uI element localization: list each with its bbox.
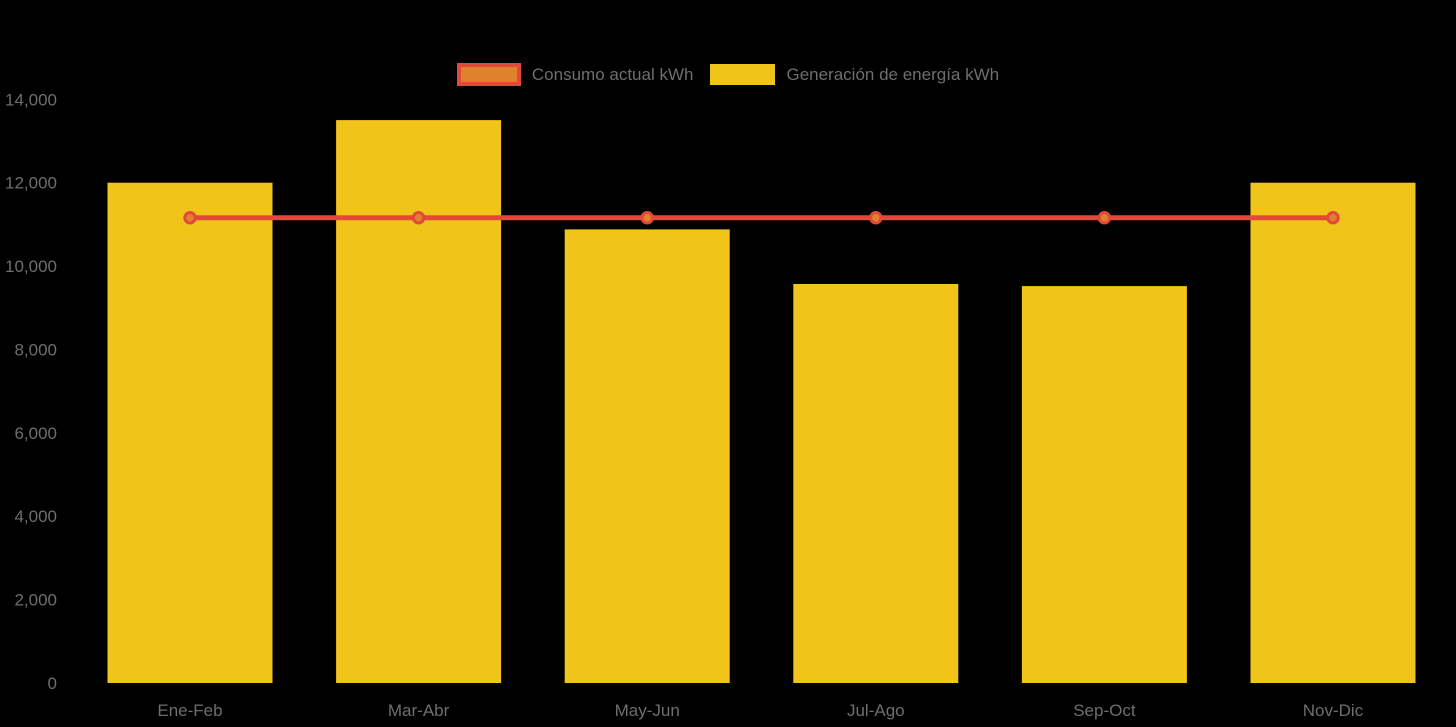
- x-axis-label-jul-ago: Jul-Ago: [847, 701, 905, 720]
- bar-sep-oct[interactable]: [1021, 286, 1187, 683]
- y-axis-tick-label: 14,000: [5, 90, 57, 109]
- consumo-marker-may-jun[interactable]: [640, 211, 654, 225]
- y-axis-tick-label: 12,000: [5, 174, 57, 193]
- x-axis-label-ene-feb: Ene-Feb: [157, 701, 222, 720]
- consumo-marker-nov-dic[interactable]: [1326, 211, 1340, 225]
- bar-may-jun[interactable]: [564, 229, 730, 683]
- bar-ene-feb[interactable]: [107, 182, 273, 683]
- y-axis-tick-label: 6,000: [14, 424, 57, 443]
- consumo-line-swatch: [456, 63, 521, 86]
- y-axis-tick-label: 2,000: [14, 591, 57, 610]
- y-axis-tick-label: 8,000: [14, 340, 57, 359]
- y-axis-tick-label: 4,000: [14, 507, 57, 526]
- legend-label-generacion: Generación de energía kWh: [786, 65, 1000, 84]
- consumo-marker-jul-ago[interactable]: [869, 211, 883, 225]
- bar-jul-ago[interactable]: [793, 284, 959, 683]
- legend-label-consumo: Consumo actual kWh: [531, 65, 694, 84]
- x-axis-label-sep-oct: Sep-Oct: [1073, 701, 1136, 720]
- y-axis-tick-label: 10,000: [5, 257, 57, 276]
- legend: Consumo actual kWh Generación de energía…: [0, 62, 1456, 87]
- x-axis-label-nov-dic: Nov-Dic: [1303, 701, 1364, 720]
- bar-nov-dic[interactable]: [1250, 182, 1416, 683]
- x-axis-label-mar-abr: Mar-Abr: [388, 701, 450, 720]
- consumo-marker-ene-feb[interactable]: [183, 211, 197, 225]
- bar-mar-abr[interactable]: [336, 120, 502, 684]
- legend-item-consumo[interactable]: Consumo actual kWh: [456, 63, 694, 86]
- y-axis-tick-label: 0: [48, 674, 57, 693]
- consumo-marker-mar-abr[interactable]: [411, 211, 426, 225]
- legend-item-generacion[interactable]: Generación de energía kWh: [710, 63, 999, 86]
- x-axis-label-may-jun: May-Jun: [615, 701, 680, 720]
- consumo-marker-sep-oct[interactable]: [1097, 211, 1112, 225]
- generacion-bar-swatch: [710, 64, 776, 85]
